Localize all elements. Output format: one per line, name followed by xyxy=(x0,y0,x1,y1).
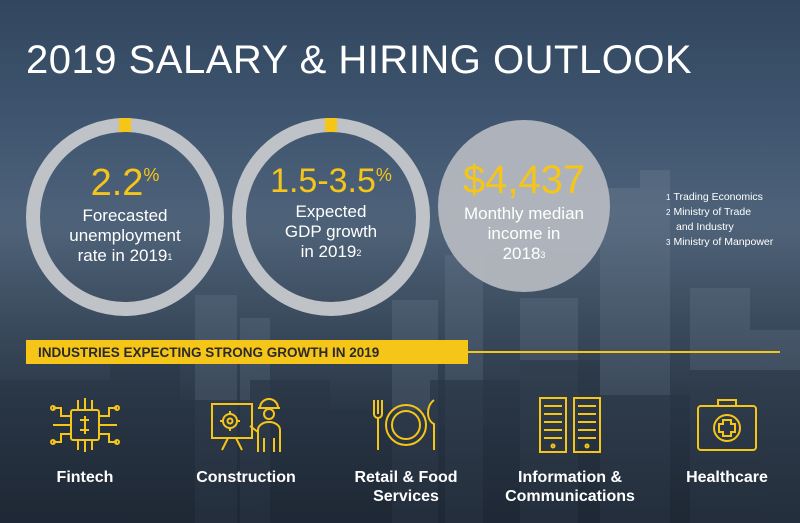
stat-unemployment: 2.2% Forecasted unemployment rate in 201… xyxy=(40,164,210,266)
page-title: 2019 SALARY & HIRING OUTLOOK xyxy=(26,38,693,82)
stat-description: Monthly median income in 20183 xyxy=(463,204,584,263)
stat-value: $4,437 xyxy=(462,158,586,202)
stat-value: 2.2% xyxy=(90,162,160,204)
industries-banner: INDUSTRIES EXPECTING STRONG GROWTH IN 20… xyxy=(26,340,468,364)
stat-disc-income xyxy=(438,120,610,292)
medical-kit-icon xyxy=(697,399,757,451)
stat-median-income: $4,437 Monthly median income in 20183 xyxy=(440,160,608,264)
stat-value: 1.5-3.5% xyxy=(270,162,392,200)
references-list: 1 Trading Economics 2 Ministry of Trade an… xyxy=(666,190,773,250)
reference-item: 2 Ministry of Trade xyxy=(666,206,752,218)
industry-fintech: Fintech xyxy=(30,394,140,487)
industry-construction: Construction xyxy=(186,394,306,487)
industry-label: Healthcare xyxy=(686,469,768,486)
server-rack-icon xyxy=(539,397,601,453)
industry-label: Fintech xyxy=(56,469,114,486)
stat-description: Expected GDP growth in 20192 xyxy=(284,202,378,261)
industry-label: Construction xyxy=(196,469,296,486)
stat-description: Forecasted unemployment rate in 20191 xyxy=(69,206,181,265)
reference-item: 3 Ministry of Manpower xyxy=(666,236,774,248)
circuit-chip-icon xyxy=(50,398,120,452)
industry-label: Retail & Food Services xyxy=(354,469,458,505)
industry-infocomm: Information & Communications xyxy=(492,394,648,506)
industry-label: Information & Communications xyxy=(505,469,635,505)
reference-item: 1 Trading Economics xyxy=(666,191,763,203)
ring-marker xyxy=(325,118,337,132)
construction-worker-icon xyxy=(211,398,281,452)
reference-item-continuation: and Industry xyxy=(676,221,734,233)
industry-retail-food: Retail & Food Services xyxy=(338,394,474,506)
ring-marker xyxy=(119,118,131,132)
stat-gdp-growth: 1.5-3.5% Expected GDP growth in 20192 xyxy=(238,164,424,262)
industry-healthcare: Healthcare xyxy=(672,394,782,487)
plate-cutlery-icon xyxy=(373,399,435,450)
